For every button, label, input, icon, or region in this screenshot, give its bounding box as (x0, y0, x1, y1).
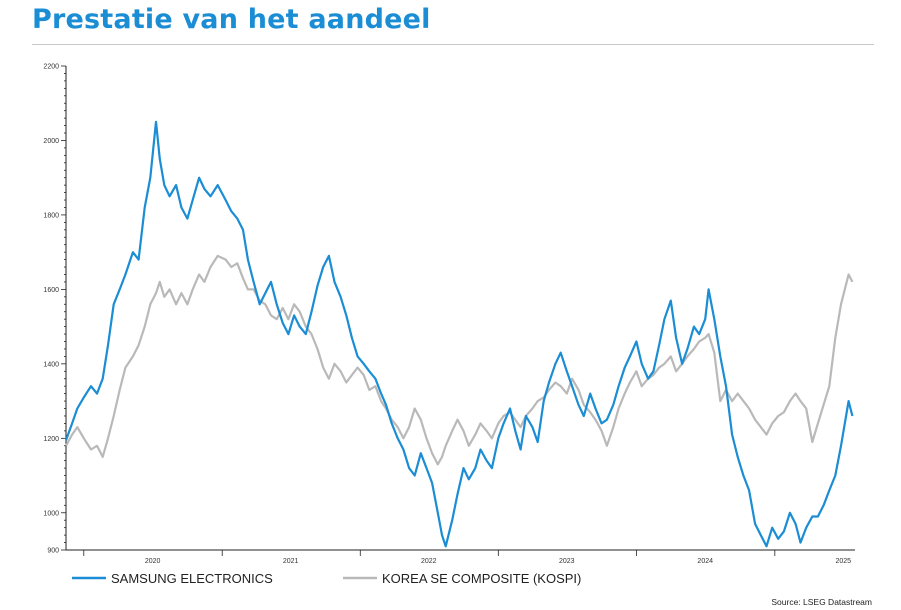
legend-label-samsung: SAMSUNG ELECTRONICS (111, 571, 273, 586)
y-tick-label: 1000 (43, 510, 59, 517)
y-axis: 900 1000 1200 1400 1600 1800 2000 2200 (43, 64, 67, 555)
y-tick-label: 1200 (43, 436, 59, 443)
x-tick-label: 2024 (697, 558, 713, 565)
y-tick-label: 1400 (43, 361, 59, 368)
series-layer (64, 120, 854, 548)
x-tick-label: 2021 (283, 558, 299, 565)
series-line-samsung (64, 120, 854, 548)
y-tick-label: 1800 (43, 212, 59, 219)
x-tick-label: 2025 (835, 558, 851, 565)
y-tick-label: 2200 (43, 64, 59, 71)
legend-label-kospi: KOREA SE COMPOSITE (KOSPI) (382, 571, 581, 586)
source-note: Source: LSEG Datastream (771, 597, 872, 607)
series-line-kospi (65, 254, 854, 466)
x-tick-label: 2022 (421, 558, 437, 565)
title-divider (32, 44, 874, 45)
x-tick-label: 2023 (559, 558, 575, 565)
y-tick-label: 900 (47, 548, 59, 555)
y-tick-label: 2000 (43, 138, 59, 145)
page-title: Prestatie van het aandeel (32, 4, 431, 35)
x-tick-label: 2020 (145, 558, 161, 565)
x-axis: 2020 2021 2022 2023 2024 2025 (66, 549, 855, 565)
y-tick-label: 1600 (43, 287, 59, 294)
legend: SAMSUNG ELECTRONICS KOREA SE COMPOSITE (… (72, 571, 581, 586)
